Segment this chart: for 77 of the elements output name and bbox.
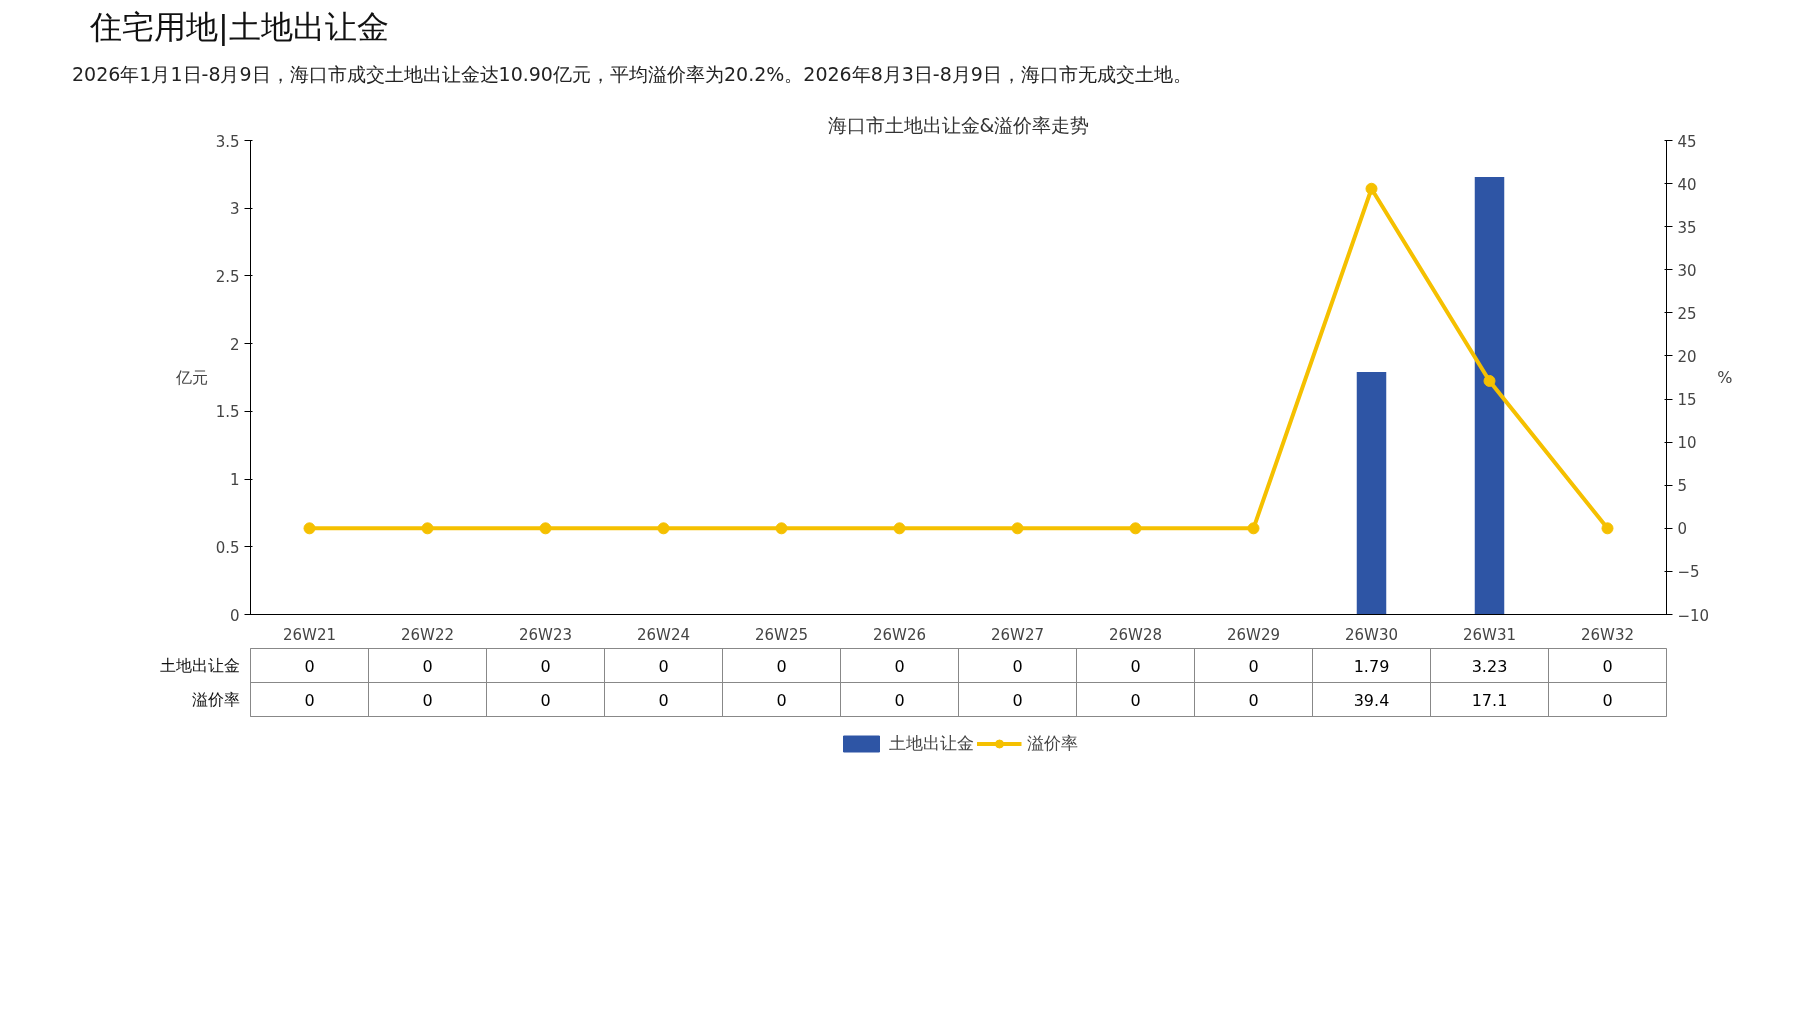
- point: [1129, 522, 1142, 535]
- data-label: 0: [1130, 656, 1141, 676]
- text: 海口市土地出让金&溢价率走势: [827, 113, 1090, 136]
- point: [303, 522, 316, 535]
- y2-tick-label: 0: [1677, 520, 1688, 539]
- data-label: 0: [422, 656, 433, 676]
- y-tick-label: 2: [229, 335, 240, 354]
- data-label: 0: [1130, 690, 1141, 710]
- y2-tick-label: −10: [1677, 606, 1710, 625]
- point: [539, 522, 552, 535]
- y2-tick-label: 5: [1677, 477, 1688, 496]
- y2-axis-title: %: [1717, 368, 1733, 387]
- y-tick-label: 3.5: [215, 132, 240, 151]
- x-tick-label: 26W32: [1581, 625, 1635, 644]
- y2-tick-label: 30: [1677, 261, 1697, 280]
- data-label: 0: [776, 690, 787, 710]
- y2-tick-label: −5: [1677, 563, 1700, 582]
- data-label: 0: [1602, 690, 1613, 710]
- x-tick-label: 26W25: [755, 625, 809, 644]
- data-label: 0: [304, 656, 315, 676]
- y2-tick-label: 45: [1677, 132, 1697, 151]
- y-tick-label: 0.5: [215, 538, 240, 557]
- point: [775, 522, 788, 535]
- text: 溢价率: [191, 690, 240, 709]
- point: [1601, 522, 1614, 535]
- data-label: 0: [540, 656, 551, 676]
- data-label: 0: [1602, 656, 1613, 676]
- y2-tick-label: 20: [1677, 347, 1697, 366]
- text: 土地出让金: [159, 656, 240, 675]
- x-tick-label: 26W31: [1463, 625, 1517, 644]
- data-label: 0: [1248, 656, 1259, 676]
- data-label: 0: [658, 690, 669, 710]
- data-label: 0: [1012, 656, 1023, 676]
- y2-tick-label: 15: [1677, 391, 1697, 410]
- point: [1011, 522, 1024, 535]
- x-tick-label: 26W27: [991, 625, 1045, 644]
- data-label: 0: [658, 656, 669, 676]
- y2-tick-label: 40: [1677, 175, 1697, 194]
- data-label: 3.23: [1471, 656, 1508, 676]
- point: [1483, 374, 1496, 387]
- y-tick-label: 1: [229, 471, 240, 490]
- chart-title: 住宅用地|土地出让金: [90, 7, 389, 48]
- x-tick-label: 26W22: [401, 625, 455, 644]
- data-label: 0: [1012, 690, 1023, 710]
- y2-tick-label: 25: [1677, 304, 1697, 323]
- point: [1247, 522, 1260, 535]
- data-label: 0: [422, 690, 433, 710]
- x-tick-label: 26W28: [1109, 625, 1163, 644]
- x-tick-label: 26W23: [519, 625, 573, 644]
- point: [657, 522, 670, 535]
- x-tick-label: 26W30: [1345, 625, 1399, 644]
- chart-subtitle: 2026年1月1日-8月9日，海口市成交土地出让金达10.90亿元，平均溢价率为20.2%。2026年8月3日-8月9日，海口市无成交土地。: [72, 62, 1192, 87]
- y-tick-label: 2.5: [215, 267, 240, 286]
- y2-tick-label: 10: [1677, 434, 1697, 453]
- y-tick-label: 0: [229, 606, 240, 625]
- legend-label: 溢价率: [1026, 731, 1078, 755]
- y-axis-title: 亿元: [174, 368, 208, 387]
- x-tick-label: 26W26: [873, 625, 927, 644]
- data-label: 0: [894, 690, 905, 710]
- data-label: 0: [776, 656, 787, 676]
- data-label: 0: [894, 656, 905, 676]
- point: [893, 522, 906, 535]
- y-tick-label: 3: [229, 200, 240, 219]
- data-label: 1.79: [1353, 656, 1390, 676]
- data-label: 0: [540, 690, 551, 710]
- data-label: 0: [1248, 690, 1259, 710]
- y2-tick-label: 35: [1677, 218, 1697, 237]
- point: [421, 522, 434, 535]
- x-tick-label: 26W21: [283, 625, 337, 644]
- legend-label: 土地出让金: [888, 731, 974, 755]
- x-tick-label: 26W29: [1227, 625, 1281, 644]
- y-tick-label: 1.5: [215, 403, 240, 422]
- x-tick-label: 26W24: [637, 625, 691, 644]
- data-label: 39.4: [1353, 690, 1390, 710]
- data-label: 0: [304, 690, 315, 710]
- data-label: 17.1: [1471, 690, 1508, 710]
- point: [1365, 182, 1378, 195]
